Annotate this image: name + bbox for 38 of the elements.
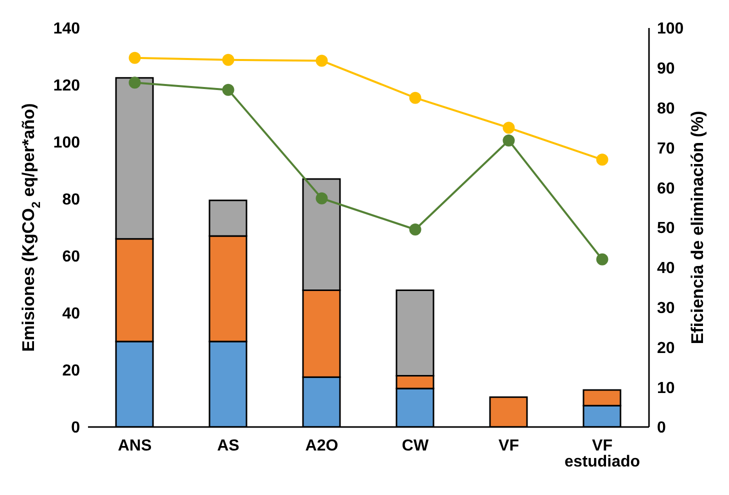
y2-tick-label: 90: [657, 60, 675, 78]
y-tick-label: 120: [53, 78, 80, 95]
point: [409, 223, 422, 236]
point: [222, 54, 234, 66]
x-tick-label: VF estudiado: [564, 437, 640, 470]
y2-tick-label: 30: [657, 300, 675, 317]
y2-tick-label: 80: [657, 100, 675, 118]
point: [316, 54, 328, 67]
y-tick-label: 140: [53, 20, 80, 38]
y2-tick-label: 10: [657, 380, 675, 397]
y-tick-label: 40: [62, 306, 80, 323]
y2-tick-label: 70: [657, 140, 675, 158]
point: [128, 76, 141, 89]
x-tick-label: CW: [402, 437, 430, 454]
y-tick-label: 0: [71, 420, 80, 437]
point: [128, 52, 141, 64]
point: [502, 122, 515, 134]
y2-tick-label: 100: [657, 20, 684, 38]
y-tick-label: 60: [62, 248, 80, 266]
x-tick-label: AS: [217, 437, 240, 454]
y2-tick-label: 60: [657, 180, 675, 198]
point: [596, 253, 608, 266]
y-tick-label: 20: [62, 362, 80, 380]
x-tick-label: VF: [498, 437, 520, 454]
y2-tick-label: 40: [657, 260, 675, 278]
x-tick-label: ANS: [118, 437, 152, 454]
y-tick-label: 100: [53, 134, 80, 152]
y2-tick-label: 50: [657, 220, 675, 238]
point: [316, 192, 328, 204]
y2-axis-title: Eficiencia de eliminación (%): [688, 110, 708, 344]
point: [502, 134, 515, 147]
point: [409, 92, 422, 104]
point: [222, 84, 234, 96]
y-tick-label: 80: [62, 192, 80, 209]
x-tick-label: A2O: [305, 437, 338, 454]
y2-tick-label: 20: [657, 340, 675, 357]
point: [596, 154, 608, 166]
y2-tick-label: 0: [657, 420, 666, 437]
